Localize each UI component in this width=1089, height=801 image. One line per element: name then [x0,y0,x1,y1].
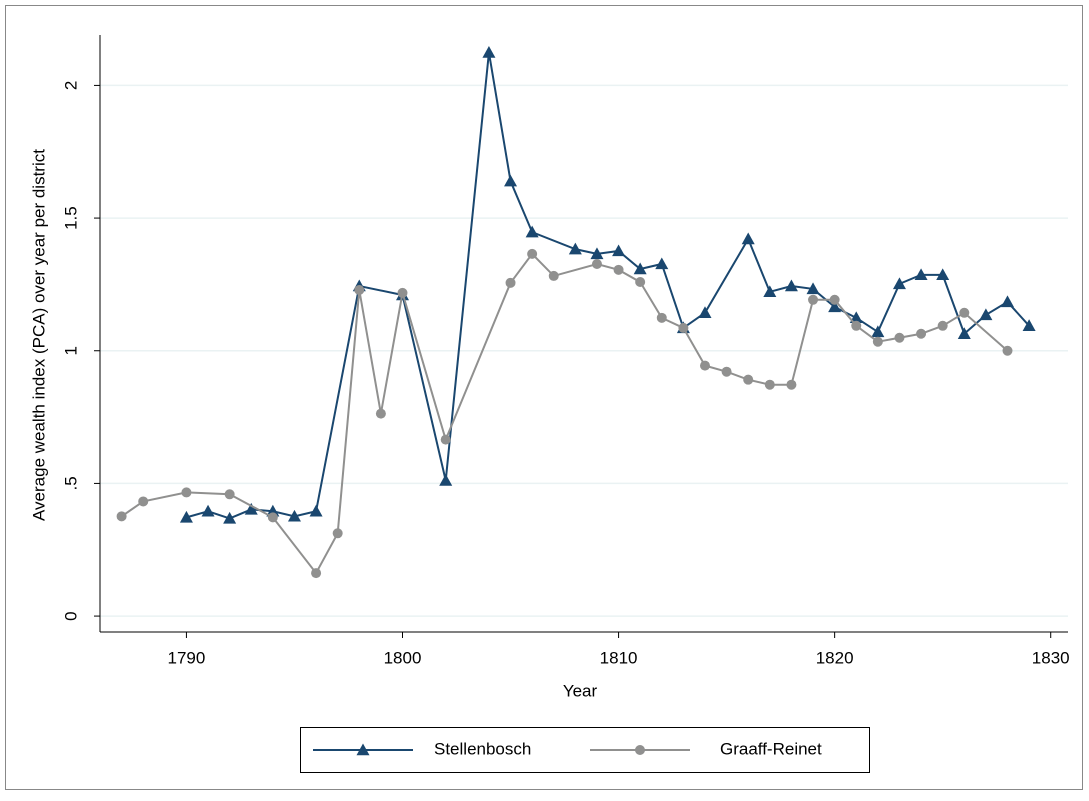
marker [784,279,798,292]
marker [957,327,971,339]
x-axis-label: Year [563,681,598,700]
marker [504,174,518,187]
marker [181,487,192,498]
marker [763,285,777,298]
marker [806,282,820,295]
x-tick-label: 1830 [1032,648,1070,667]
marker [914,268,928,281]
marker [894,332,905,343]
marker [1022,319,1036,332]
x-tick-label: 1790 [168,648,206,667]
marker [397,287,408,298]
marker [655,257,669,270]
marker [786,379,797,390]
marker [764,379,775,390]
marker [741,232,755,245]
marker [849,311,863,324]
marker [439,473,453,486]
marker [700,360,710,371]
marker [266,504,280,517]
marker [311,568,322,579]
y-tick-label: 1.5 [61,206,80,230]
marker [356,743,370,756]
marker [916,328,927,339]
marker [548,270,559,281]
marker [138,496,149,507]
marker [590,247,604,260]
marker [224,489,235,500]
marker [1002,345,1013,356]
marker [201,504,215,517]
marker [936,268,950,281]
marker [829,294,840,305]
marker [375,408,386,419]
marker [871,325,885,338]
marker [979,308,993,321]
marker [482,46,496,58]
marker [116,511,127,522]
marker [525,225,539,238]
marker [223,511,237,524]
marker [959,307,970,318]
marker [591,258,602,269]
x-tick-label: 1820 [816,648,854,667]
marker [332,528,343,539]
marker [851,320,862,331]
marker [635,277,646,288]
marker [633,262,647,275]
y-tick-label: 1 [61,346,80,355]
y-tick-label: 0 [61,611,80,620]
marker [440,434,451,445]
marker [287,509,301,522]
marker [678,322,689,333]
marker [613,264,624,275]
marker [267,512,278,523]
marker [937,320,948,331]
marker [656,312,667,323]
legend-label: Stellenbosch [434,739,531,758]
legend-label: Graaff-Reinet [720,739,822,758]
marker [568,242,582,255]
x-tick-label: 1810 [600,648,638,667]
marker [244,502,258,515]
frame [5,5,1083,790]
marker [527,248,538,259]
marker [612,244,626,257]
marker [354,284,365,295]
marker [309,504,323,517]
marker [179,510,193,523]
marker [1001,295,1014,308]
marker [635,745,645,755]
marker [892,277,906,290]
marker [505,277,516,288]
marker [721,366,732,377]
marker [743,374,754,385]
y-axis-label: Average wealth index (PCA) over year per… [29,149,48,521]
y-tick-label: 2 [61,81,80,90]
marker [808,294,819,305]
series-line [186,52,1030,520]
x-tick-label: 1800 [384,648,422,667]
marker [698,306,712,319]
marker [828,300,842,313]
marker [872,336,883,347]
y-tick-label: .5 [61,476,80,490]
